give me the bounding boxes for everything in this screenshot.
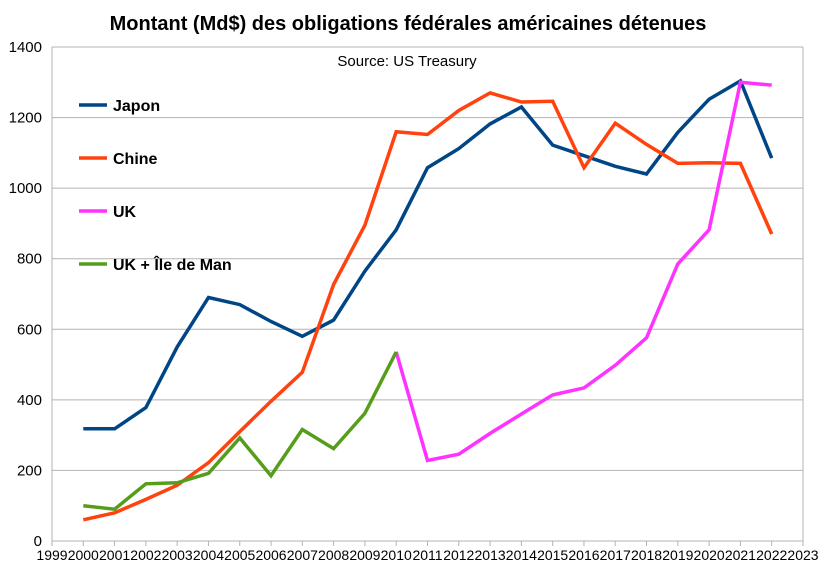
y-tick-label: 1000 [9,180,42,197]
series-lines [82,78,774,522]
x-tick-label: 2016 [568,547,599,563]
x-tick-label: 2008 [318,547,349,563]
x-tick-label: 2010 [381,547,412,563]
series-line-3 [83,351,398,512]
y-tick-label: 0 [34,533,42,550]
x-tick-label: 2020 [694,547,725,563]
chart-subtitle: Source: US Treasury [337,53,477,70]
x-tick-label: 2009 [349,547,380,563]
gridlines [52,46,804,541]
series-line-0 [83,78,774,431]
x-tick-label: 2005 [224,547,255,563]
x-tick-label: 1999 [36,547,67,563]
x-tick-label: 2018 [631,547,662,563]
x-tick-label: 2015 [537,547,568,563]
legend: Japon Chine UK UK + Île de Man [79,98,232,274]
x-tick-label: 2013 [475,547,506,563]
y-tick-label: 200 [17,462,42,479]
x-tick-label: 2017 [600,547,631,563]
y-tick-label: 800 [17,251,42,268]
x-tick-label: 2007 [287,547,318,563]
series-line-1 [82,91,774,522]
series-line-2 [394,80,772,463]
x-tick-label: 2012 [443,547,474,563]
x-tick-label: 2023 [787,547,818,563]
y-tick-label: 600 [17,321,42,338]
x-tick-label: 2002 [130,547,161,563]
y-tick-label: 400 [17,392,42,409]
x-tick-label: 2011 [412,547,442,563]
x-tick-label: 2021 [725,547,756,563]
x-tick-label: 2006 [255,547,286,563]
legend-label-2: UK [113,204,137,221]
y-tick-label: 1200 [9,110,42,127]
legend-label-3: UK + Île de Man [113,255,232,274]
legend-label-1: Chine [113,151,158,168]
chart-title: Montant (Md$) des obligations fédérales … [110,13,707,35]
x-tick-label: 2019 [662,547,693,563]
x-tick-label: 2001 [99,547,130,563]
x-tick-label: 2022 [756,547,787,563]
x-tick-label: 2014 [506,547,537,563]
y-tick-label: 1400 [9,39,42,56]
x-tick-label: 2000 [68,547,99,563]
x-tick-label: 2004 [193,547,224,563]
x-tick-label: 2003 [162,547,193,563]
legend-label-0: Japon [113,98,160,115]
